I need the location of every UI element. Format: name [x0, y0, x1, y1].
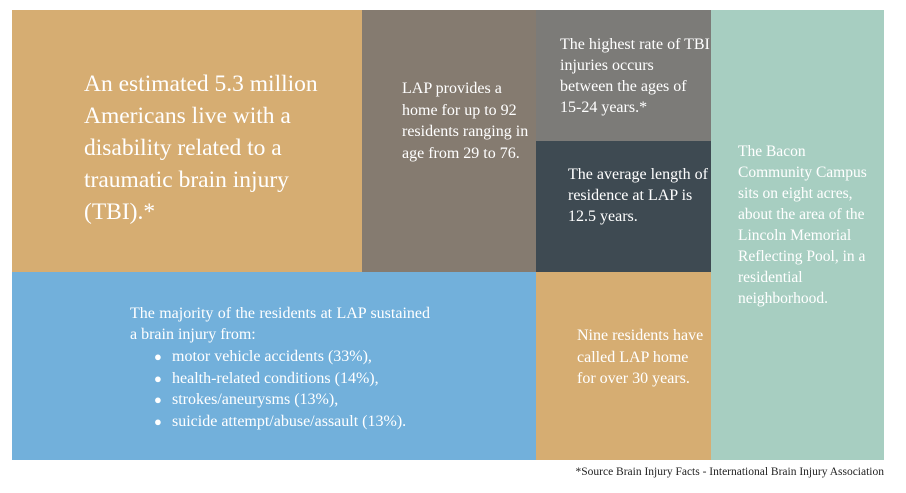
injury-causes-tile: The majority of the residents at LAP sus… — [12, 272, 536, 460]
bullet-icon: ● — [154, 370, 162, 386]
lap-home-text: LAP provides a home for up to 92 residen… — [402, 80, 529, 162]
list-item: ● strokes/aneurysms (13%), — [154, 389, 514, 411]
list-item-text: strokes/aneurysms (13%), — [172, 391, 339, 408]
campus-text: The Bacon Community Campus sits on eight… — [738, 143, 867, 307]
campus-tile: The Bacon Community Campus sits on eight… — [711, 10, 884, 460]
tbi-estimate-text: An estimated 5.3 million Americans live … — [84, 71, 318, 225]
average-residence-tile: The average length of residence at LAP i… — [536, 141, 711, 272]
list-item: ● suicide attempt/abuse/assault (13%). — [154, 411, 514, 433]
tbi-estimate-tile: An estimated 5.3 million Americans live … — [12, 10, 362, 272]
list-item-text: suicide attempt/abuse/assault (13%). — [172, 412, 407, 430]
nine-residents-tile: Nine residents have called LAP home for … — [536, 272, 711, 460]
injury-causes-list: ● motor vehicle accidents (33%), ● healt… — [154, 346, 514, 432]
lap-home-tile: LAP provides a home for up to 92 residen… — [362, 10, 536, 272]
source-footnote: *Source Brain Injury Facts - Internation… — [575, 466, 884, 478]
highest-rate-tile: The highest rate of TBI injuries occurs … — [536, 10, 711, 141]
list-item-text: health-related conditions (14%), — [172, 369, 379, 387]
injury-causes-intro: The majority of the residents at LAP sus… — [130, 305, 430, 343]
nine-residents-text: Nine residents have called LAP home for … — [577, 327, 704, 387]
list-item-text: motor vehicle accidents (33%), — [172, 348, 372, 365]
highest-rate-text: The highest rate of TBI injuries occurs … — [560, 36, 710, 116]
bullet-icon: ● — [154, 413, 162, 429]
bullet-icon: ● — [154, 392, 162, 407]
list-item: ● motor vehicle accidents (33%), — [154, 346, 514, 368]
bullet-icon: ● — [154, 349, 162, 364]
list-item: ● health-related conditions (14%), — [154, 368, 514, 390]
average-residence-text: The average length of residence at LAP i… — [568, 166, 708, 225]
